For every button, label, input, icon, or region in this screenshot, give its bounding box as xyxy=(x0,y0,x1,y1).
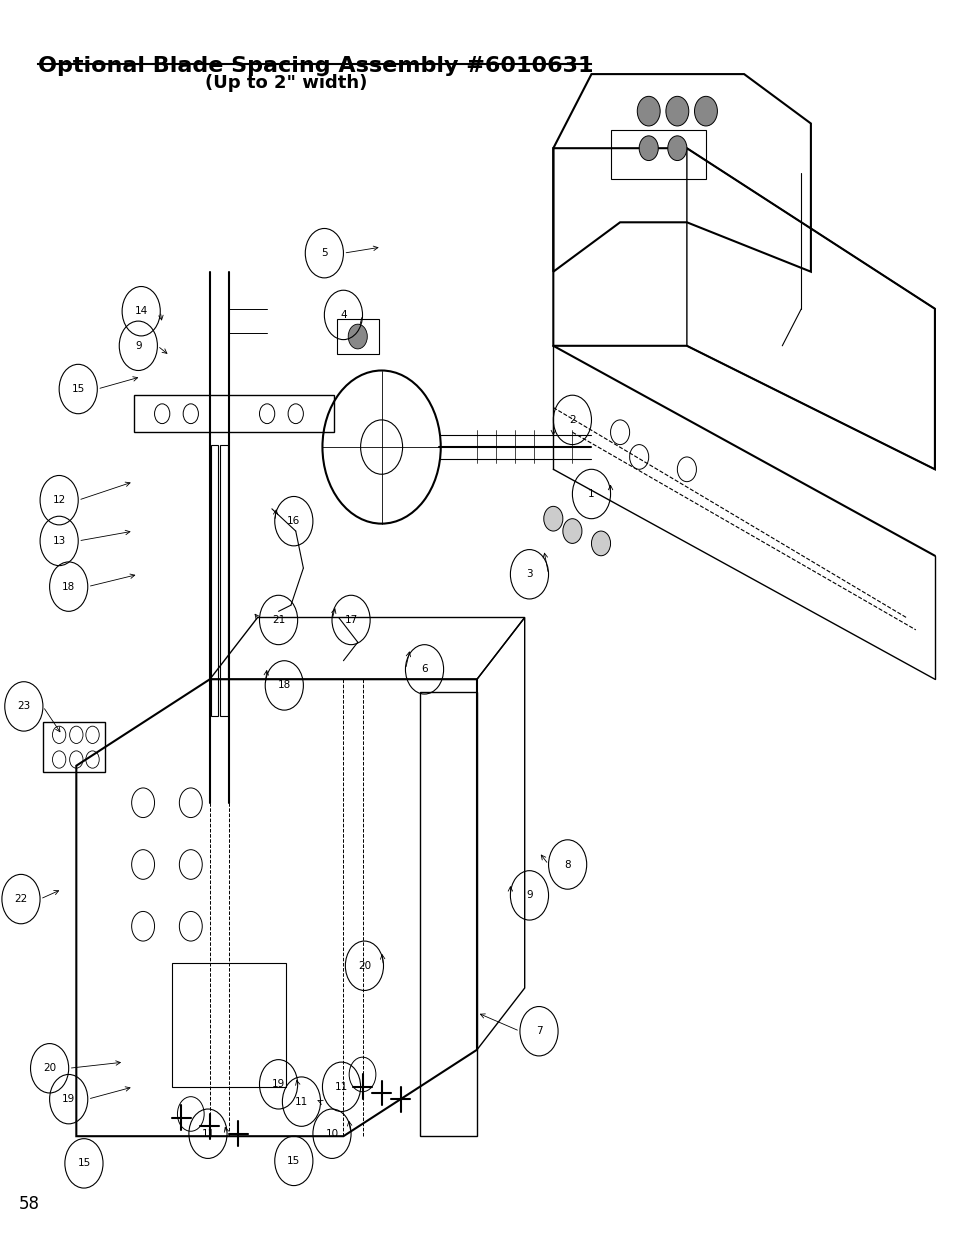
Text: 17: 17 xyxy=(344,615,357,625)
Circle shape xyxy=(562,519,581,543)
Text: 18: 18 xyxy=(277,680,291,690)
Text: 15: 15 xyxy=(77,1158,91,1168)
Text: 15: 15 xyxy=(287,1156,300,1166)
Text: 2: 2 xyxy=(569,415,575,425)
Bar xyxy=(220,445,228,716)
Text: 19: 19 xyxy=(62,1094,75,1104)
Text: 10: 10 xyxy=(325,1129,338,1139)
Text: (Up to 2" width): (Up to 2" width) xyxy=(205,74,367,93)
Circle shape xyxy=(639,136,658,161)
Text: Optional Blade Spacing Assembly #6010631: Optional Blade Spacing Assembly #6010631 xyxy=(38,56,593,75)
Text: 20: 20 xyxy=(43,1063,56,1073)
Bar xyxy=(211,445,218,716)
Text: 21: 21 xyxy=(272,615,285,625)
Text: 11: 11 xyxy=(201,1129,214,1139)
Text: 20: 20 xyxy=(357,961,371,971)
Text: 14: 14 xyxy=(134,306,148,316)
Text: 11: 11 xyxy=(294,1097,308,1107)
Text: 7: 7 xyxy=(536,1026,541,1036)
Text: 6: 6 xyxy=(421,664,427,674)
Text: 58: 58 xyxy=(19,1194,40,1213)
Circle shape xyxy=(637,96,659,126)
Text: 8: 8 xyxy=(564,860,570,869)
Text: 11: 11 xyxy=(335,1082,348,1092)
Circle shape xyxy=(543,506,562,531)
Text: 23: 23 xyxy=(17,701,30,711)
Text: 5: 5 xyxy=(321,248,327,258)
Circle shape xyxy=(694,96,717,126)
Text: 3: 3 xyxy=(526,569,532,579)
Text: 12: 12 xyxy=(52,495,66,505)
Text: 4: 4 xyxy=(340,310,346,320)
Text: 19: 19 xyxy=(272,1079,285,1089)
Text: 16: 16 xyxy=(287,516,300,526)
Text: 9: 9 xyxy=(135,341,141,351)
Text: 13: 13 xyxy=(52,536,66,546)
Text: 1: 1 xyxy=(588,489,594,499)
Circle shape xyxy=(348,324,367,348)
Text: 9: 9 xyxy=(526,890,532,900)
Circle shape xyxy=(665,96,688,126)
Text: 18: 18 xyxy=(62,582,75,592)
Text: 15: 15 xyxy=(71,384,85,394)
Circle shape xyxy=(667,136,686,161)
Circle shape xyxy=(591,531,610,556)
Text: 22: 22 xyxy=(14,894,28,904)
